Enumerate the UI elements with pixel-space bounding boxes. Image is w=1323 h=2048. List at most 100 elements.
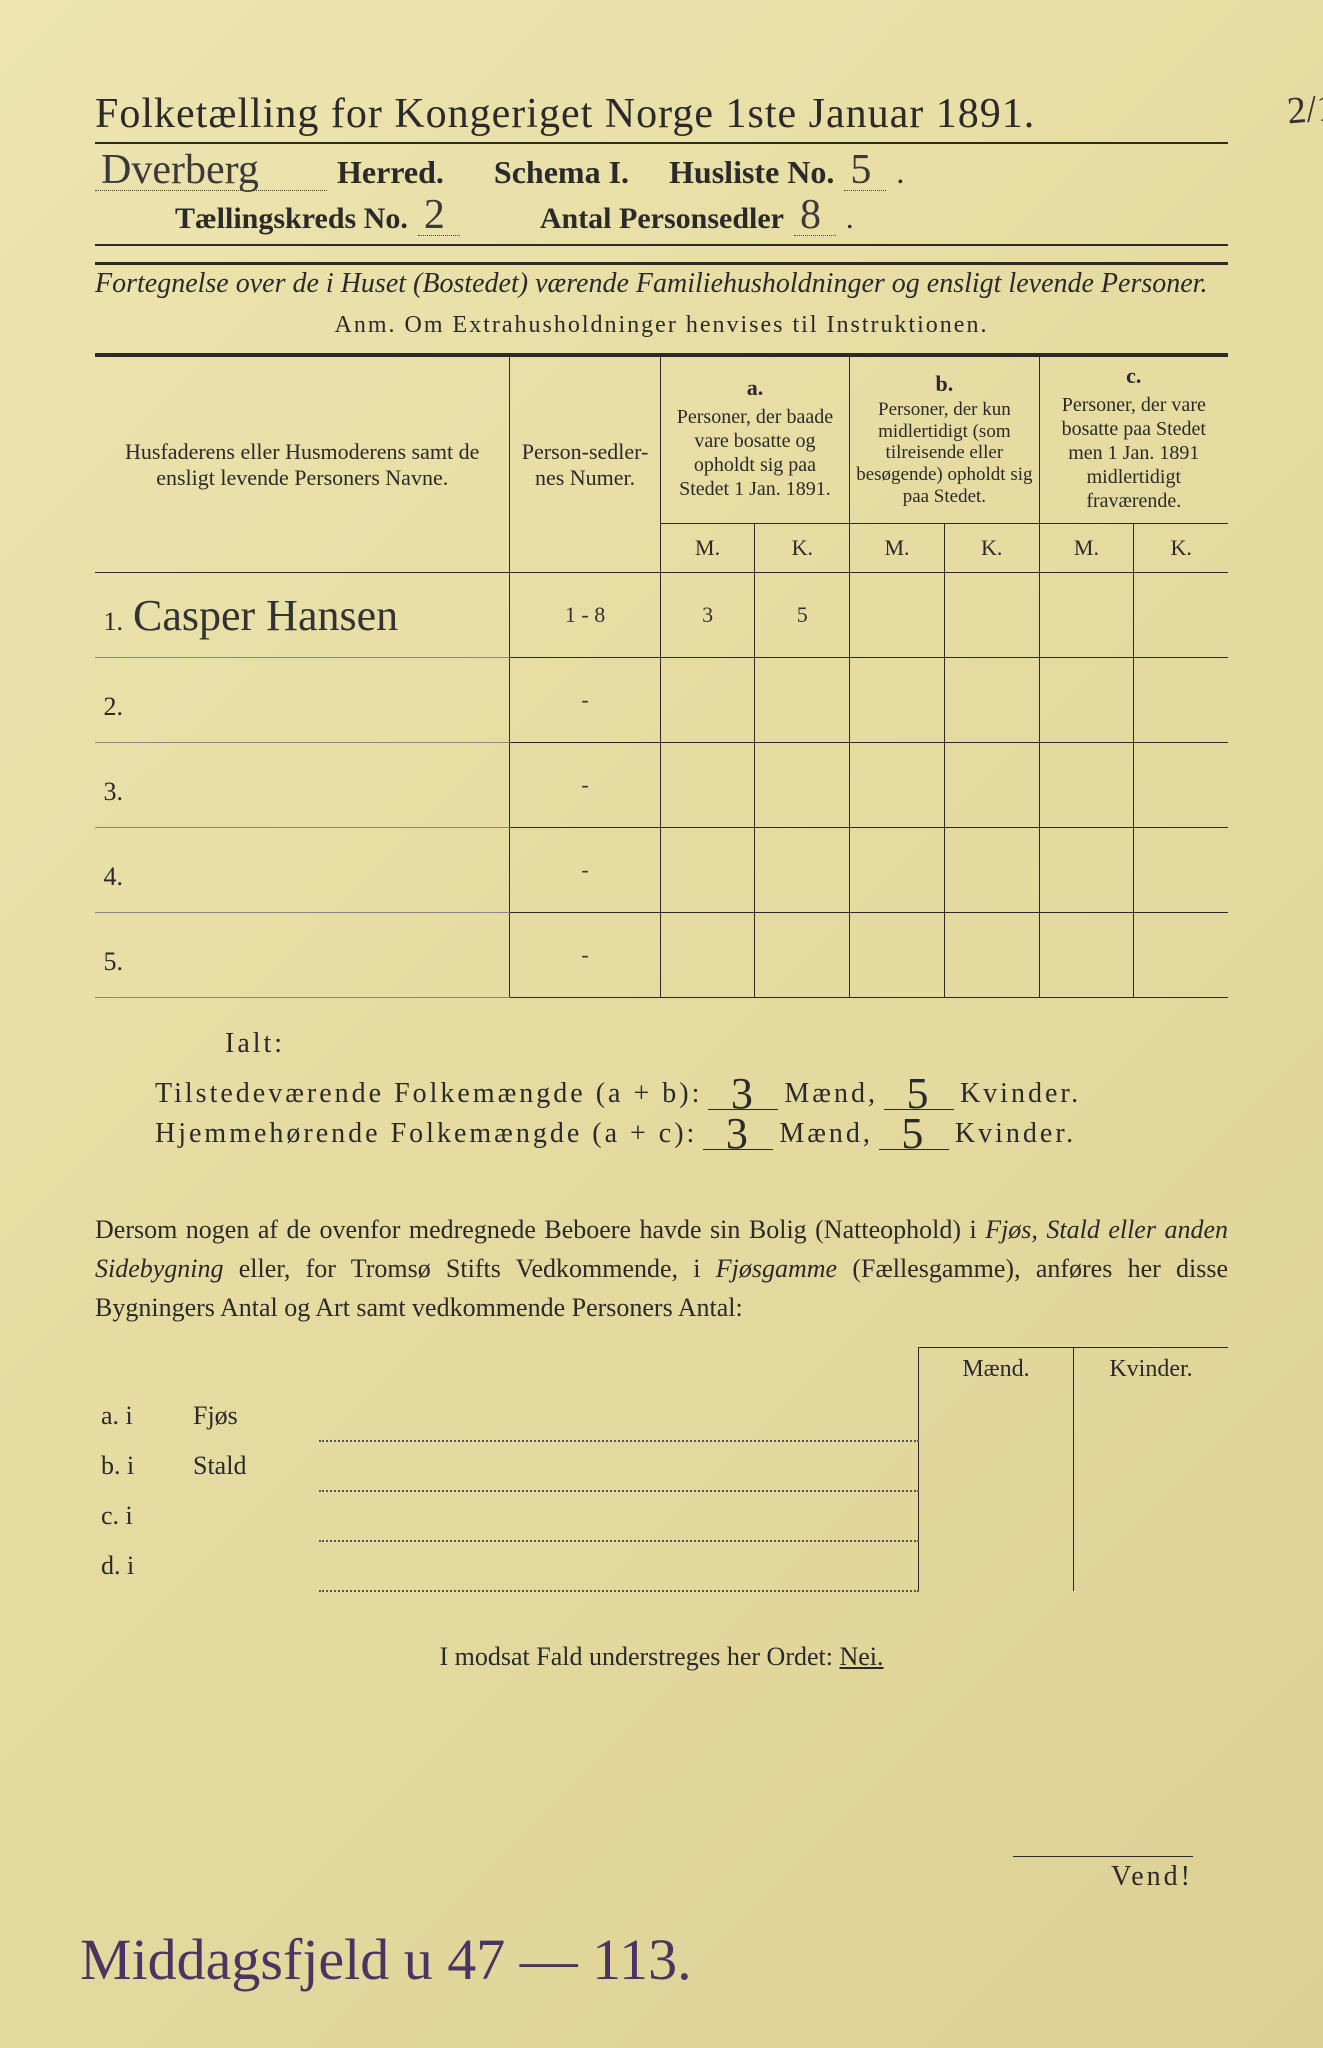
- cell-c-k: [1134, 828, 1228, 913]
- table-row: 1.Casper Hansen1 - 835: [95, 573, 1228, 658]
- th-num: Person-sedler-nes Numer.: [510, 355, 660, 573]
- cell-c-m: [1039, 828, 1134, 913]
- cell-a-k: [755, 913, 850, 998]
- th-name: Husfaderens eller Husmoderens samt de en…: [95, 355, 510, 573]
- table-row: 2.-: [95, 658, 1228, 743]
- cell-b-m: [850, 743, 945, 828]
- cell-c-k: [1134, 913, 1228, 998]
- th-a-m: M.: [660, 524, 755, 573]
- cell-name: 1.Casper Hansen: [95, 573, 510, 658]
- lower-k: [1074, 1441, 1229, 1491]
- subtitle: Fortegnelse over de i Huset (Bostedet) v…: [95, 265, 1228, 303]
- header-block: Folketælling for Kongeriget Norge 1ste J…: [95, 90, 1228, 265]
- cell-num: 1 - 8: [510, 573, 660, 658]
- cell-a-k: [755, 743, 850, 828]
- sum1-m: 3: [708, 1079, 778, 1111]
- cell-b-k: [944, 573, 1039, 658]
- vend-label: Vend!: [1013, 1856, 1193, 1893]
- cell-b-m: [850, 573, 945, 658]
- lower-label: Fjøs: [187, 1391, 319, 1441]
- cell-num: -: [510, 658, 660, 743]
- summary-line-2: Hjemmehørende Folkemængde (a + c): 3 Mæn…: [155, 1118, 1228, 1150]
- antal-value: 8: [794, 197, 836, 236]
- lower-m: [919, 1491, 1074, 1541]
- antal-label: Antal Personsedler: [540, 202, 784, 236]
- cell-name: 5.: [95, 913, 510, 998]
- cell-name: 3.: [95, 743, 510, 828]
- th-b-m: M.: [850, 524, 945, 573]
- th-c-k: K.: [1134, 524, 1228, 573]
- table-row: 3.-: [95, 743, 1228, 828]
- header-row-2: Tællingskreds No. 2 Antal Personsedler 8…: [95, 197, 1228, 246]
- kreds-label: Tællingskreds No.: [175, 202, 408, 236]
- cell-a-k: 5: [755, 573, 850, 658]
- kreds-value: 2: [418, 197, 460, 236]
- cell-b-k: [944, 658, 1039, 743]
- lower-key: d. i: [95, 1541, 187, 1591]
- th-c: c. Personer, der vare bosatte paa Stedet…: [1039, 355, 1228, 524]
- th-a-k: K.: [755, 524, 850, 573]
- anm-note: Anm. Om Extrahusholdninger henvises til …: [95, 312, 1228, 339]
- lower-th-maend: Mænd.: [919, 1348, 1074, 1392]
- cell-c-k: [1134, 743, 1228, 828]
- lower-label: [187, 1491, 319, 1541]
- lower-k: [1074, 1391, 1229, 1441]
- ialt-label: Ialt:: [225, 1028, 1228, 1060]
- sum2-k: 5: [879, 1119, 949, 1151]
- cell-a-k: [755, 658, 850, 743]
- husliste-value: 5: [844, 152, 886, 191]
- cell-a-m: [660, 913, 755, 998]
- lower-table: Mænd. Kvinder. a. iFjøsb. iStaldc. id. i: [95, 1347, 1228, 1592]
- main-table: Husfaderens eller Husmoderens samt de en…: [95, 353, 1228, 998]
- lower-k: [1074, 1541, 1229, 1591]
- cell-c-k: [1134, 658, 1228, 743]
- modsat-line: I modsat Fald understreges her Ordet: Ne…: [95, 1642, 1228, 1672]
- th-b: b. Personer, der kun midlertidigt (som t…: [850, 355, 1039, 524]
- cell-num: -: [510, 828, 660, 913]
- table-row: 5.-: [95, 913, 1228, 998]
- lower-dots: [319, 1491, 919, 1541]
- table-row: 4.-: [95, 828, 1228, 913]
- cell-b-k: [944, 913, 1039, 998]
- cell-num: -: [510, 913, 660, 998]
- lower-row: b. iStald: [95, 1441, 1228, 1491]
- header-row-1: Dverberg Herred. Schema I. Husliste No. …: [95, 152, 1228, 191]
- lower-row: c. i: [95, 1491, 1228, 1541]
- th-c-m: M.: [1039, 524, 1134, 573]
- herred-value: Dverberg: [95, 152, 327, 191]
- cell-b-m: [850, 828, 945, 913]
- lower-key: a. i: [95, 1391, 187, 1441]
- cell-b-m: [850, 913, 945, 998]
- cell-num: -: [510, 743, 660, 828]
- th-b-k: K.: [944, 524, 1039, 573]
- lower-th-kvinder: Kvinder.: [1074, 1348, 1229, 1392]
- summary-line-1: Tilstedeværende Folkemængde (a + b): 3 M…: [155, 1078, 1228, 1110]
- schema-label: Schema I.: [494, 154, 629, 191]
- cell-c-m: [1039, 658, 1134, 743]
- cell-a-m: [660, 658, 755, 743]
- cell-name: 2.: [95, 658, 510, 743]
- cell-b-k: [944, 828, 1039, 913]
- cell-b-m: [850, 658, 945, 743]
- lower-dots: [319, 1391, 919, 1441]
- cell-c-m: [1039, 743, 1134, 828]
- body-paragraph: Dersom nogen af de ovenfor medregnede Be…: [95, 1210, 1228, 1327]
- lower-dots: [319, 1541, 919, 1591]
- lower-label: [187, 1541, 319, 1591]
- husliste-label: Husliste No.: [669, 154, 834, 191]
- lower-label: Stald: [187, 1441, 319, 1491]
- form-title: Folketælling for Kongeriget Norge 1ste J…: [95, 90, 1228, 144]
- cell-a-k: [755, 828, 850, 913]
- lower-k: [1074, 1491, 1229, 1541]
- bottom-handwriting: Middagsfjeld u 47 — 113.: [80, 1926, 692, 1993]
- lower-m: [919, 1391, 1074, 1441]
- lower-m: [919, 1541, 1074, 1591]
- cell-c-m: [1039, 573, 1134, 658]
- cell-b-k: [944, 743, 1039, 828]
- lower-dots: [319, 1441, 919, 1491]
- census-form-page: 2/1 91. Folketælling for Kongeriget Norg…: [0, 0, 1323, 2048]
- cell-a-m: [660, 743, 755, 828]
- th-a: a. Personer, der baade vare bosatte og o…: [660, 355, 849, 524]
- lower-key: b. i: [95, 1441, 187, 1491]
- lower-key: c. i: [95, 1491, 187, 1541]
